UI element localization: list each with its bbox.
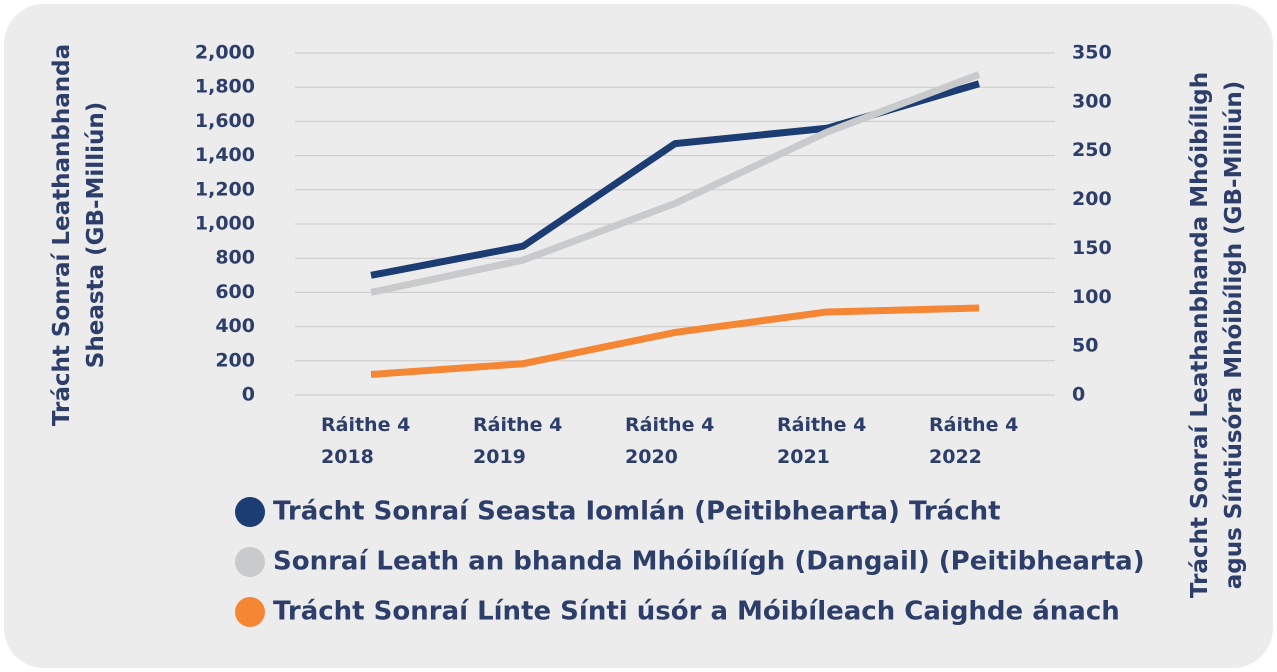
legend-label: Trácht Sonraí Seasta Iomlán (Peitibheart… [273, 497, 1001, 527]
y2-tick-label: 100 [1072, 286, 1112, 308]
y2-tick-label: 300 [1072, 90, 1112, 112]
y-tick-label: 400 [215, 315, 255, 337]
y-tick-label: 1,200 [195, 178, 255, 200]
line-series [370, 304, 980, 378]
y-tick-label: 1,000 [195, 213, 255, 235]
y-tick-label: 1,800 [195, 76, 255, 98]
x-tick-label: Ráithe 4 2019 [473, 414, 562, 468]
x-tick-label: Ráithe 4 2020 [625, 414, 714, 468]
y-tick-label: 2,000 [195, 42, 255, 64]
legend-marker [235, 497, 265, 527]
y2-tick-label: 200 [1072, 188, 1112, 210]
y2-tick-label: 50 [1072, 335, 1098, 357]
y-tick-label: 0 [242, 384, 255, 406]
x-tick-label: Ráithe 4 2021 [777, 414, 866, 468]
legend-label: Trácht Sonraí Línte Sínti úsór a Móibíle… [273, 597, 1120, 627]
legend-marker [235, 547, 265, 577]
y2-tick-label: 0 [1072, 384, 1085, 406]
y2-tick-label: 250 [1072, 139, 1112, 161]
y-tick-label: 600 [215, 281, 255, 303]
x-tick-label: Ráithe 4 2018 [321, 414, 410, 468]
y-tick-label: 1,400 [195, 144, 255, 166]
panel [4, 4, 1273, 668]
y2-tick-label: 150 [1072, 237, 1112, 259]
axis-title: Trácht Sonraí Leathanbhanda Mhóibíligh ag… [1187, 72, 1247, 598]
y-tick-label: 800 [215, 247, 255, 269]
y-tick-label: 1,600 [195, 110, 255, 132]
y-tick-label: 200 [215, 349, 255, 371]
axis-title: Trácht Sonraí Leathanbhanda Sheasta (GB-M… [49, 44, 109, 426]
legend-marker [235, 597, 265, 627]
legend-label: Sonraí Leath an bhanda Mhóibílígh (Danga… [273, 547, 1145, 577]
y2-tick-label: 350 [1072, 42, 1112, 64]
x-tick-label: Ráithe 4 2022 [929, 414, 1018, 468]
line-series [370, 71, 981, 296]
